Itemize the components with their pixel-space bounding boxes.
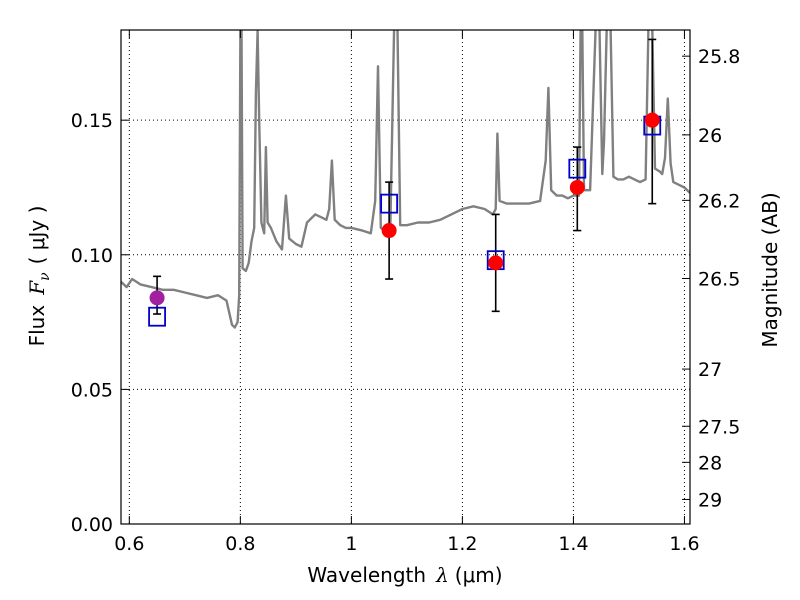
x-tick-label: 0.6: [114, 533, 144, 555]
observed-point: [644, 112, 660, 128]
y2-tick-label: 29: [698, 489, 722, 511]
y2-tick-label: 27: [698, 359, 722, 381]
x-tick-label: 1.2: [447, 533, 477, 555]
model-box: [568, 158, 587, 179]
x-tick-label: 1.4: [558, 533, 588, 555]
y-tick-label: 0.00: [71, 514, 113, 536]
x-tick-label: 1: [345, 533, 357, 555]
model-photometry-boxes: [148, 115, 662, 327]
x-axis-title-text: Wavelength: [307, 563, 426, 587]
x-axis-symbol: λ: [435, 563, 449, 587]
y2-tick-label: 26: [698, 125, 722, 147]
y-tick-label: 0.15: [71, 110, 113, 132]
observed-point: [569, 179, 585, 195]
model-spectrum: [121, 30, 690, 329]
spectrum-line: [121, 30, 690, 329]
y2-tick-label: 25.8: [698, 46, 740, 68]
y-axis-symbol: F: [25, 280, 49, 296]
y2-tick-label: 27.5: [698, 416, 740, 438]
y-axis-title-text: Flux: [25, 305, 49, 347]
y2-tick-label: 26.5: [698, 268, 740, 290]
observed-point: [149, 290, 165, 306]
y-tick-label: 0.10: [71, 245, 113, 267]
x-axis-unit: (μm): [455, 563, 503, 587]
observed-points: [149, 112, 660, 306]
y2-axis-title: Magnitude (AB): [758, 192, 782, 347]
model-box: [148, 306, 166, 327]
axis-ticks: 0.6 0.8 1 1.2 1.4 1.6 0.00 0.05 0.10 0.15 25.8 26 26…: [71, 30, 740, 555]
y-axis-title: Flux Fν ( μJy ): [25, 206, 53, 347]
y-axis-unit: ( μJy ): [25, 206, 49, 265]
y-axis-subscript: ν: [37, 272, 53, 281]
model-box: [380, 193, 399, 214]
plot-frame: [120, 29, 691, 525]
y2-tick-label: 28: [698, 452, 722, 474]
x-tick-label: 1.6: [669, 533, 699, 555]
y2-tick-label: 26.2: [698, 190, 740, 212]
observed-point: [488, 255, 504, 271]
x-axis-title: Wavelength λ (μm): [307, 563, 502, 587]
observed-point: [381, 223, 397, 239]
y-tick-label: 0.05: [71, 379, 113, 401]
grid-lines: [121, 30, 690, 524]
x-tick-label: 0.8: [225, 533, 255, 555]
